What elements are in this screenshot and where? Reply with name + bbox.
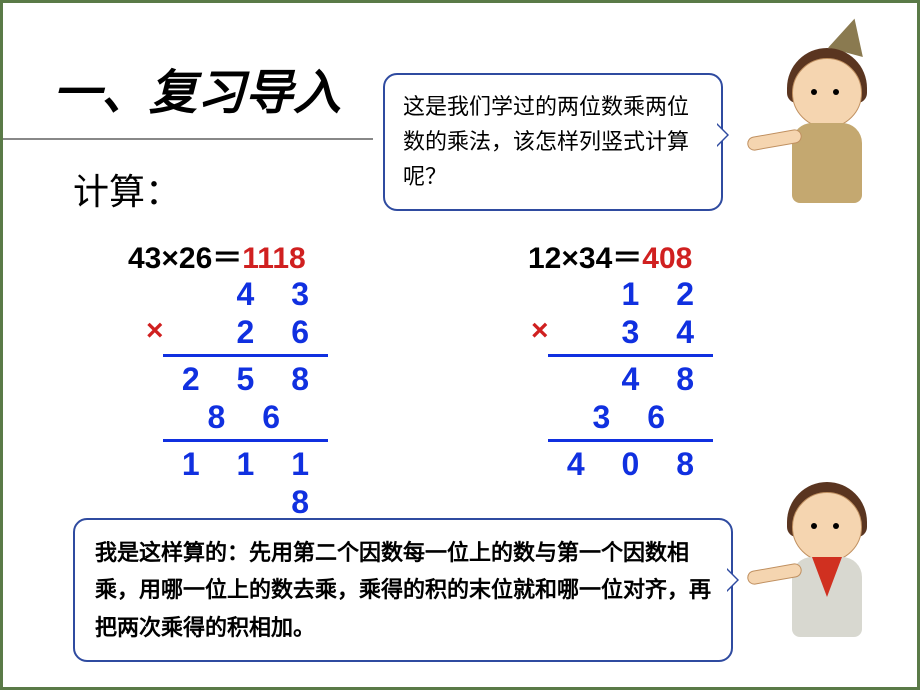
- eye-icon: [811, 89, 817, 95]
- girl-illustration-top: [757, 33, 897, 233]
- eye-icon: [811, 523, 817, 529]
- eye-icon: [833, 89, 839, 95]
- calc-label: 计算：: [73, 163, 181, 215]
- speech-bubble-top: 这是我们学过的两位数乘两位数的乘法，该怎样列竖式计算呢？: [383, 73, 723, 211]
- vcalc1-partial2: 8 6: [138, 398, 328, 436]
- eq1-lhs: 43×26＝: [128, 242, 242, 275]
- speech-bubble-bottom: 我是这样算的：先用第二个因数每一位上的数与第一个因数相乘，用哪一位上的数去乘，乘…: [73, 518, 733, 662]
- vcalc2-product: 4 0 8: [523, 445, 713, 483]
- equation-1-inline: 43×26＝1118: [128, 233, 306, 277]
- vcalc2-partial2: 3 6: [523, 398, 713, 436]
- vcalc1-product: 1 1 1 8: [138, 445, 328, 483]
- rule-line: [548, 354, 713, 357]
- rule-line: [548, 439, 713, 442]
- section-title: 一、复习导入: [53, 53, 341, 123]
- eye-icon: [833, 523, 839, 529]
- rule-line: [163, 439, 328, 442]
- equation-2-inline: 12×34＝408: [528, 233, 692, 277]
- body-shape: [792, 123, 862, 203]
- vcalc2-mult-row: × 3 4: [523, 313, 713, 351]
- title-divider: [3, 138, 373, 140]
- vcalc1-multiplier: 2 6: [237, 314, 323, 350]
- girl-illustration-bottom: [757, 467, 897, 667]
- mult-sign-icon: ×: [531, 313, 549, 349]
- head-shape: [792, 492, 862, 562]
- vcalc1-top: 4 3: [138, 275, 328, 313]
- vertical-calc-1: 4 3 × 2 6 2 5 8 8 6 1 1 1 8: [138, 275, 328, 483]
- vcalc2-partial1: 4 8: [523, 360, 713, 398]
- vertical-calc-2: 1 2 × 3 4 4 8 3 6 4 0 8: [523, 275, 713, 483]
- head-shape: [792, 58, 862, 128]
- eq2-result: 408: [642, 242, 692, 275]
- vcalc2-multiplier: 3 4: [622, 314, 708, 350]
- rule-line: [163, 354, 328, 357]
- vcalc1-mult-row: × 2 6: [138, 313, 328, 351]
- eq2-lhs: 12×34＝: [528, 242, 642, 275]
- mult-sign-icon: ×: [146, 313, 164, 349]
- vcalc1-partial1: 2 5 8: [138, 360, 328, 398]
- vcalc2-top: 1 2: [523, 275, 713, 313]
- eq1-result: 1118: [242, 242, 305, 275]
